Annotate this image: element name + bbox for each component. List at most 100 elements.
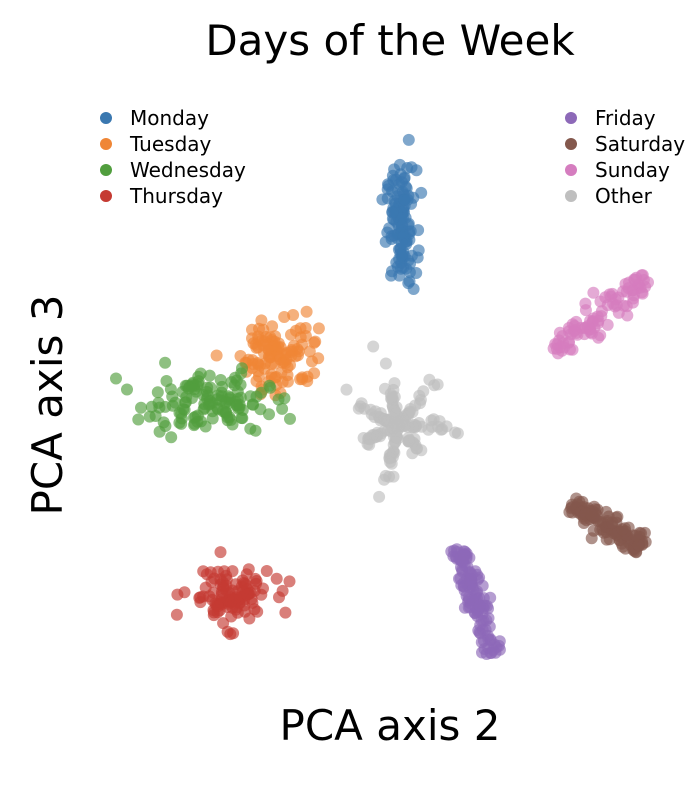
point-sunday xyxy=(587,286,600,299)
point-tuesday xyxy=(308,367,321,380)
point-other xyxy=(388,405,400,418)
legend-marker-wednesday xyxy=(100,164,112,176)
point-other xyxy=(397,413,409,426)
point-other xyxy=(451,427,464,440)
point-monday xyxy=(396,220,408,233)
point-wednesday xyxy=(272,393,285,406)
point-thursday xyxy=(279,606,292,619)
point-tuesday xyxy=(246,332,258,345)
point-other xyxy=(431,378,444,391)
point-wednesday xyxy=(169,396,182,409)
point-wednesday xyxy=(152,396,165,409)
point-other xyxy=(386,390,399,403)
point-tuesday xyxy=(299,322,312,334)
point-wednesday xyxy=(236,412,249,425)
point-thursday xyxy=(260,565,273,577)
point-monday xyxy=(390,207,403,220)
legend-marker-saturday xyxy=(565,138,577,150)
point-monday xyxy=(400,238,413,251)
point-saturday xyxy=(566,498,578,511)
legend-marker-monday xyxy=(100,112,112,124)
point-thursday xyxy=(230,591,243,604)
point-saturday xyxy=(616,540,629,553)
point-tuesday xyxy=(300,305,313,318)
point-wednesday xyxy=(201,389,214,402)
point-thursday xyxy=(227,627,240,640)
point-friday xyxy=(467,583,479,596)
legend-marker-sunday xyxy=(565,164,577,176)
legend-marker-other xyxy=(565,190,577,202)
point-tuesday xyxy=(246,354,259,367)
point-sunday xyxy=(612,306,625,319)
point-thursday xyxy=(205,575,218,588)
point-other xyxy=(373,490,386,503)
point-sunday xyxy=(568,320,581,332)
point-thursday xyxy=(251,605,264,618)
point-other xyxy=(379,469,392,482)
point-tuesday xyxy=(312,352,325,365)
point-tuesday xyxy=(265,358,278,370)
point-wednesday xyxy=(175,417,188,430)
point-wednesday xyxy=(236,362,248,375)
point-monday xyxy=(405,197,418,210)
point-tuesday xyxy=(284,359,296,371)
point-saturday xyxy=(585,532,598,545)
point-wednesday xyxy=(132,413,145,426)
point-thursday xyxy=(241,588,254,601)
point-wednesday xyxy=(151,386,164,399)
point-other xyxy=(404,403,417,415)
point-saturday xyxy=(616,523,629,536)
point-thursday xyxy=(250,577,262,590)
x-axis-label: PCA axis 2 xyxy=(280,701,501,750)
point-friday xyxy=(492,639,505,652)
point-monday xyxy=(402,277,415,290)
point-wednesday xyxy=(203,369,216,382)
point-wednesday xyxy=(231,385,244,398)
point-sunday xyxy=(558,341,570,354)
point-friday xyxy=(465,573,477,586)
legend-label-thursday: Thursday xyxy=(129,184,223,208)
point-other xyxy=(417,385,430,398)
point-other xyxy=(369,405,382,418)
point-monday xyxy=(415,186,428,199)
point-tuesday xyxy=(312,322,325,335)
y-axis-label: PCA axis 3 xyxy=(23,295,72,516)
point-friday xyxy=(476,646,488,659)
point-wednesday xyxy=(110,372,122,385)
point-other xyxy=(354,400,367,413)
point-sunday xyxy=(627,289,640,302)
point-tuesday xyxy=(287,309,300,321)
point-tuesday xyxy=(281,375,294,388)
scatter-points xyxy=(110,133,654,660)
legend-label-friday: Friday xyxy=(595,106,656,130)
point-monday xyxy=(381,226,394,239)
chart-title: Days of the Week xyxy=(205,16,575,65)
point-sunday xyxy=(635,269,648,282)
point-wednesday xyxy=(217,405,230,418)
point-wednesday xyxy=(173,407,186,419)
point-monday xyxy=(405,161,418,174)
point-wednesday xyxy=(143,410,156,423)
point-wednesday xyxy=(187,411,200,424)
point-wednesday xyxy=(192,370,205,383)
point-wednesday xyxy=(157,416,170,429)
point-tuesday xyxy=(268,340,281,352)
point-thursday xyxy=(217,617,230,630)
point-thursday xyxy=(204,566,217,579)
point-other xyxy=(413,417,425,429)
point-thursday xyxy=(178,586,191,599)
point-monday xyxy=(381,183,394,196)
point-tuesday xyxy=(252,365,265,378)
point-thursday xyxy=(270,572,283,585)
point-wednesday xyxy=(216,380,228,393)
point-wednesday xyxy=(233,399,246,411)
point-wednesday xyxy=(179,396,192,409)
legend-label-sunday: Sunday xyxy=(595,158,670,182)
legend-label-wednesday: Wednesday xyxy=(130,158,246,182)
point-wednesday xyxy=(159,356,172,369)
point-friday xyxy=(473,599,486,612)
point-sunday xyxy=(591,310,604,323)
point-thursday xyxy=(225,610,238,623)
